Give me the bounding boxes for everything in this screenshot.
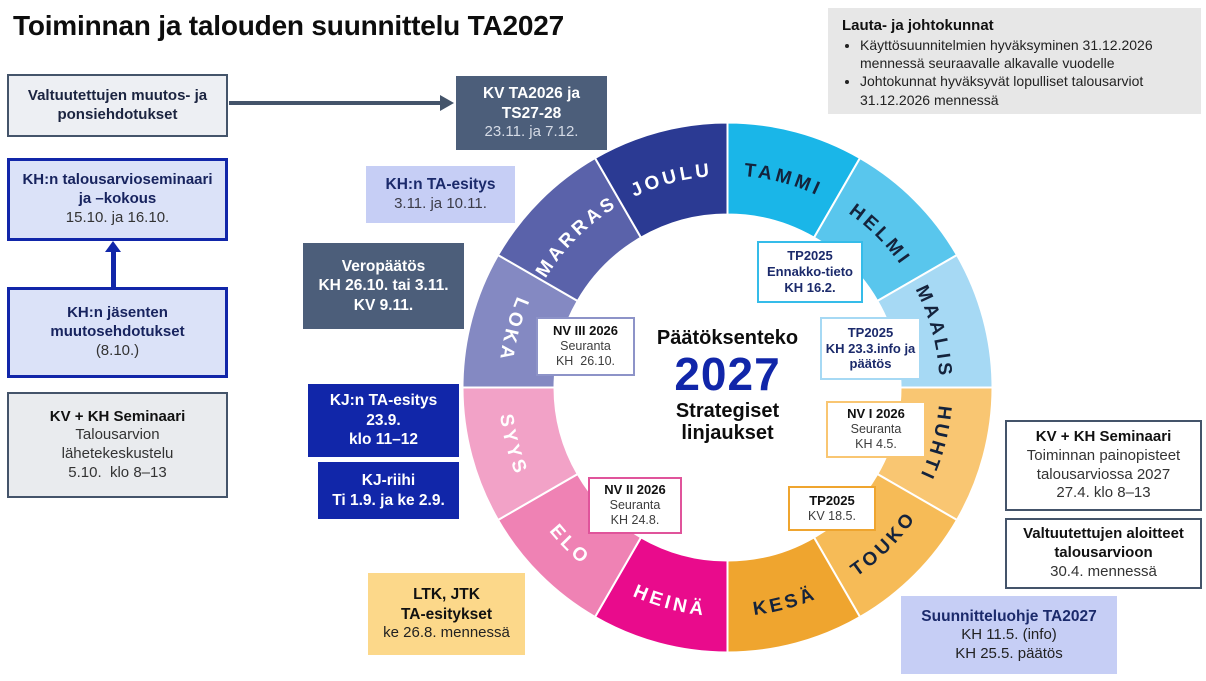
box-line: KH:n talousarvioseminaari [22, 171, 213, 189]
wheel-center-text: Päätöksenteko 2027 Strategiset linjaukse… [630, 327, 825, 444]
box-line: talousarviossa 2027 [1036, 465, 1171, 483]
box-date: 15.10. ja 16.10. [65, 208, 170, 226]
info-box-bullet-list: Käyttösuunnitelmien hyväksyminen 31.12.2… [842, 36, 1189, 109]
box-line: KV + KH Seminaari [1035, 428, 1172, 445]
box-suunnitteluohje: Suunnitteluohje TA2027 KH 11.5. (info) K… [901, 596, 1117, 674]
box-date: 5.10. klo 8–13 [68, 463, 167, 481]
center-subtitle-line: Strategiset [675, 399, 780, 422]
milestone-line: KH 23.3.info ja [825, 340, 916, 356]
box-date: (8.10.) [95, 341, 140, 359]
arrow-right-head-icon [440, 95, 454, 111]
box-line: klo 11–12 [349, 431, 418, 449]
box-kh-ta-esitys: KH:n TA-esitys 3.11. ja 10.11. [366, 166, 515, 223]
milestone-line: KV 18.5. [808, 508, 856, 523]
box-veropaatos: Veropäätös KH 26.10. tai 3.11. KV 9.11. [303, 243, 464, 329]
box-kv-kh-seminaari-right: KV + KH Seminaari Toiminnan painopisteet… [1005, 420, 1202, 511]
milestone-line: KH 24.8. [610, 513, 660, 528]
milestone-line: Seuranta [609, 498, 661, 513]
box-line: KH 25.5. päätös [955, 644, 1063, 662]
box-line: TA-esitykset [400, 605, 493, 623]
box-line: KV + KH Seminaari [49, 407, 186, 425]
milestone-line: NV III 2026 [552, 323, 619, 339]
milestone-line: NV II 2026 [604, 482, 666, 498]
box-line: talousarvioon [1054, 544, 1153, 562]
box-line: Suunnitteluohje TA2027 [921, 607, 1097, 625]
box-line: ja –kokous [78, 190, 157, 208]
box-date: 3.11. ja 10.11. [394, 194, 487, 212]
box-line: lähetekeskustelu [61, 445, 174, 462]
milestone-nv3-seuranta: NV III 2026 Seuranta KH 26.10. [536, 317, 635, 376]
center-title: Päätöksenteko [656, 327, 799, 349]
box-kv-kh-seminaari-left: KV + KH Seminaari Talousarvion lähetekes… [7, 392, 228, 498]
milestone-tp2025-info-paatos: TP2025 KH 23.3.info ja päätös [820, 317, 921, 380]
box-valtuutettujen-aloitteet: Valtuutettujen aloitteet talousarvioon 3… [1005, 518, 1202, 589]
box-date: 27.4. klo 8–13 [1056, 484, 1151, 502]
milestone-line: TP2025 [809, 492, 855, 508]
box-kj-ta-esitys: KJ:n TA-esitys 23.9. klo 11–12 [308, 384, 459, 457]
box-line: TS27-28 [501, 104, 562, 122]
box-kh-jasenten-muutosehdotukset: KH:n jäsenten muutosehdotukset (8.10.) [7, 287, 228, 378]
box-line: Valtuutettujen aloitteet [1023, 525, 1184, 543]
box-line: ponsiehdotukset [57, 105, 178, 123]
box-kv-ta2026: KV TA2026 ja TS27-28 23.11. ja 7.12. [456, 76, 607, 150]
center-year: 2027 [674, 348, 781, 400]
box-line: Valtuutettujen muutos- ja [27, 86, 208, 104]
box-date: ke 26.8. mennessä [383, 624, 510, 641]
info-box-heading: Lauta- ja johtokunnat [842, 17, 994, 34]
box-kj-riihi: KJ-riihi Ti 1.9. ja ke 2.9. [318, 462, 459, 519]
milestone-nv2-seuranta: NV II 2026 Seuranta KH 24.8. [588, 477, 682, 534]
box-line: Talousarvion [75, 426, 160, 444]
page-title: Toiminnan ja talouden suunnittelu TA2027 [13, 10, 565, 41]
box-line: Toiminnan painopisteet [1026, 446, 1181, 464]
arrow-right-icon [229, 101, 441, 105]
box-line: KH 11.5. (info) [961, 625, 1057, 643]
box-kh-talousarvioseminaari: KH:n talousarvioseminaari ja –kokous 15.… [7, 158, 228, 241]
milestone-line: päätös [849, 356, 892, 372]
box-ltk-jtk-ta-esitykset: LTK, JTK TA-esitykset ke 26.8. mennessä [368, 573, 525, 655]
center-subtitle: Strategiset linjaukset [630, 400, 825, 445]
box-line: KH:n TA-esitys [385, 176, 496, 194]
box-line: Veropäätös [341, 257, 426, 275]
info-box-bullet: Johtokunnat hyväksyvät lopulliset talous… [860, 72, 1189, 108]
box-line: KV 9.11. [353, 296, 414, 314]
milestone-line: KH 26.10. [555, 354, 616, 369]
box-line: LTK, JTK [413, 586, 480, 604]
box-line: KJ-riihi [361, 472, 416, 490]
box-line: Ti 1.9. ja ke 2.9. [332, 491, 445, 509]
box-line: 23.9. [366, 411, 401, 429]
milestone-tp2025-kv: TP2025 KV 18.5. [788, 486, 876, 531]
info-box-bullet: Käyttösuunnitelmien hyväksyminen 31.12.2… [860, 36, 1189, 72]
milestone-line: Seuranta [850, 422, 902, 437]
milestone-line: NV I 2026 [847, 406, 905, 422]
box-line: muutosehdotukset [50, 323, 185, 341]
box-date: 23.11. ja 7.12. [484, 123, 579, 140]
box-line: KH 26.10. tai 3.11. [318, 277, 449, 295]
center-subtitle-line: linjaukset [681, 422, 774, 445]
arrow-up-head-icon [105, 241, 121, 252]
arrow-up-icon [111, 251, 116, 287]
box-date: 30.4. mennessä [1050, 562, 1157, 580]
box-line: KJ:n TA-esitys [329, 392, 438, 410]
milestone-line: Ennakko-tieto [767, 264, 853, 280]
box-line: KH:n jäsenten [67, 304, 168, 322]
info-box-boards: Lauta- ja johtokunnat Käyttösuunnitelmie… [828, 8, 1201, 114]
milestone-line: Seuranta [560, 339, 611, 354]
milestone-line: TP2025 [787, 248, 833, 264]
milestone-line: TP2025 [847, 324, 894, 340]
box-line: KV TA2026 ja [482, 85, 581, 103]
milestone-line: KH 16.2. [784, 279, 836, 295]
box-valtuutettujen-muutos: Valtuutettujen muutos- ja ponsiehdotukse… [7, 74, 228, 137]
month-segment-joulu [593, 121, 729, 240]
milestone-line: KH 4.5. [855, 437, 897, 452]
milestone-tp2025-ennakko: TP2025 Ennakko-tieto KH 16.2. [757, 241, 863, 303]
milestone-nv1-seuranta: NV I 2026 Seuranta KH 4.5. [826, 401, 926, 458]
